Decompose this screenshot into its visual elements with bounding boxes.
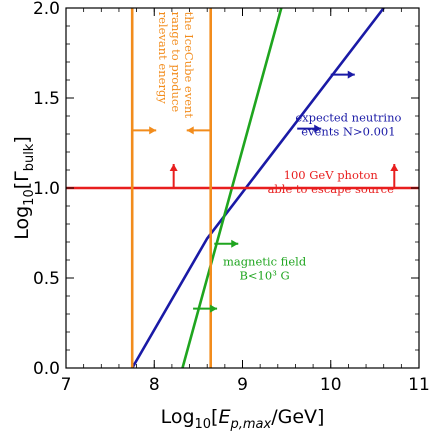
arrow-up	[390, 164, 399, 188]
y-tick-label: 1.5	[33, 89, 60, 109]
annotation-photon_label: able to escape source	[268, 182, 395, 196]
x-axis-label-var: E	[218, 406, 230, 428]
x-axis-label-tail: /GeV]	[271, 406, 324, 428]
annotation-magnetic_label: magnetic field	[223, 254, 307, 268]
y-tick-label: 0.0	[33, 359, 60, 379]
x-tick-label: 9	[237, 375, 248, 395]
arrow-right	[132, 126, 157, 135]
x-axis-label: Log10[Ep,max/GeV]	[161, 406, 325, 432]
arrow-right	[330, 70, 355, 79]
x-axis-label-var-sub: p,max	[229, 417, 271, 432]
plot-frame	[65, 7, 420, 369]
y-axis-label: Log10[Γbulk]	[11, 136, 37, 240]
x-axis-label-prefix: Log	[161, 406, 195, 428]
annotation-neutrino_label: events N>0.001	[301, 124, 395, 138]
arrow-up	[169, 164, 178, 188]
arrow-left	[186, 126, 211, 135]
y-axis-label-tail: ]	[11, 136, 33, 143]
annotation-line: relevant energy	[156, 12, 170, 105]
arrow-right	[214, 239, 239, 248]
annotation-magnetic_label: B<10³ G	[239, 268, 289, 282]
series-line-neutrino	[131, 8, 385, 368]
x-tick-label: 8	[149, 375, 160, 395]
axis-ticks: 7 8 9 10 11 0.0 0.5 1.0 1.5 2.0	[33, 0, 430, 395]
x-axis-label-open: [	[211, 406, 218, 428]
annotation-neutrino_label: expected neutrino	[295, 110, 401, 124]
x-tick-label: 7	[61, 375, 72, 395]
annotation-line: range to produce	[169, 12, 183, 113]
y-tick-label: 0.5	[33, 269, 60, 289]
annotation-energy_label: relevant energy range to produce the IceCu…	[156, 12, 196, 119]
y-axis-label-prefix: Log	[11, 206, 33, 240]
arrow-right	[193, 304, 218, 313]
y-tick-label: 2.0	[33, 0, 60, 19]
x-tick-label: 11	[408, 375, 430, 395]
y-axis-label-open: [Γ	[11, 171, 33, 189]
arrow-right	[297, 124, 322, 133]
annotation-line: the IceCube event	[182, 12, 196, 119]
y-tick-label: 1.0	[33, 179, 60, 199]
y-axis-label-sub: 10	[22, 189, 37, 206]
x-axis-label-sub: 10	[195, 417, 212, 432]
y-axis-label-var-sub: bulk	[22, 143, 37, 171]
x-tick-label: 10	[320, 375, 342, 395]
annotation-photon_label: 100 GeV photon	[284, 168, 379, 182]
